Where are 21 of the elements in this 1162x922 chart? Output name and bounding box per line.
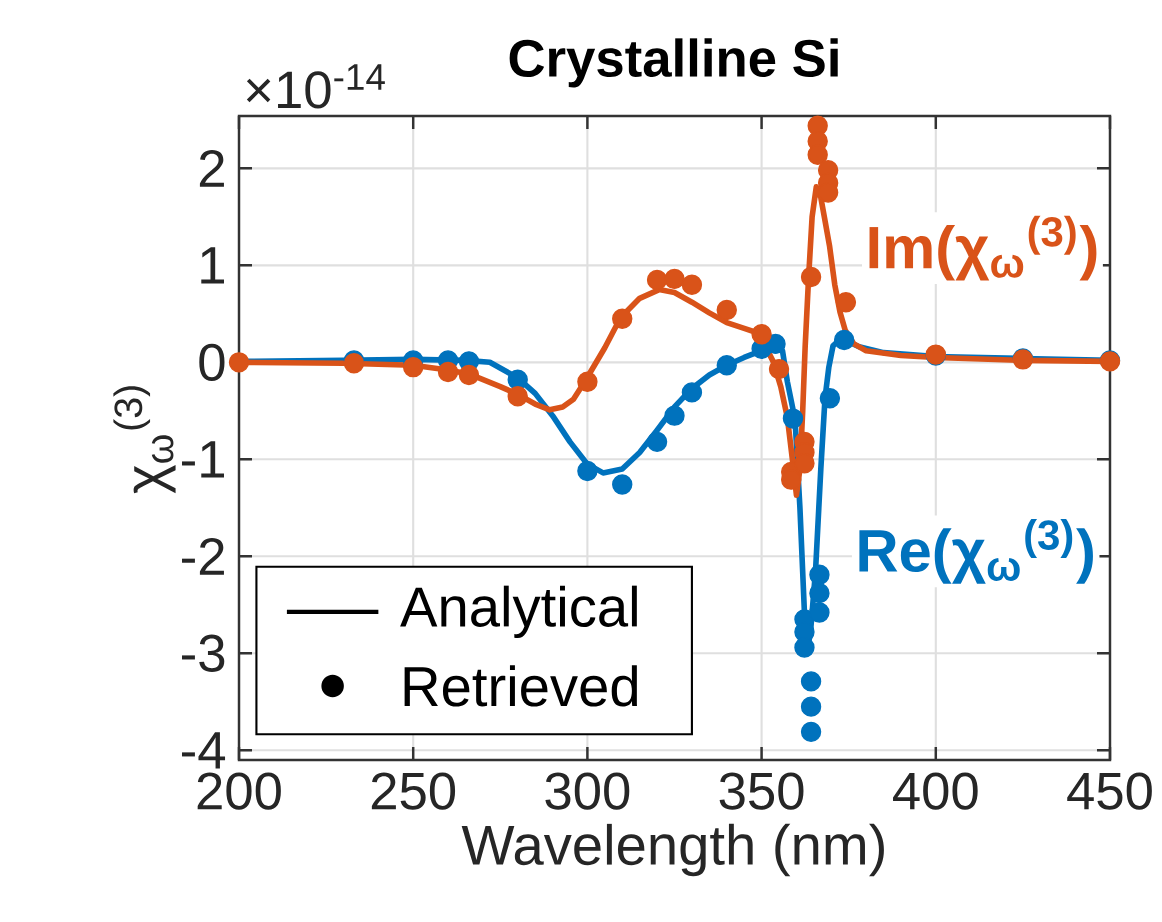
- annotation: Analytical: [400, 585, 637, 639]
- y-tick-label: -3: [182, 634, 225, 672]
- chart-title: Crystalline Si: [509, 38, 838, 88]
- y-axis-title: χ$_{ω}$(3): [113, 386, 176, 494]
- y-tick-label: -1: [182, 441, 224, 478]
- y-tick-label: 2: [199, 149, 224, 187]
- series-label: Im(χ$_{ω}$$^{(3)}$): [869, 215, 1097, 281]
- text: ×10$^{-14}$: [246, 64, 385, 109]
- x-tick-label: 450: [1067, 772, 1152, 810]
- x-tick-label: 350: [719, 772, 804, 810]
- y-tick-label: -2: [182, 537, 224, 575]
- y-tick-label: 1: [201, 247, 224, 284]
- series-label: Re(χ$_{ω}$$^{(3)}$): [859, 519, 1093, 584]
- x-axis-title: Wavelength (nm): [461, 823, 884, 877]
- x-tick-label: 250: [371, 772, 456, 810]
- x-tick-label: 400: [893, 772, 978, 810]
- x-tick-label: 300: [545, 772, 630, 810]
- y-tick-label: -4: [182, 732, 226, 769]
- x-tick-label: 200: [197, 772, 281, 810]
- y-tick-label: 0: [199, 343, 225, 381]
- annotation: Retrieved: [404, 665, 638, 707]
